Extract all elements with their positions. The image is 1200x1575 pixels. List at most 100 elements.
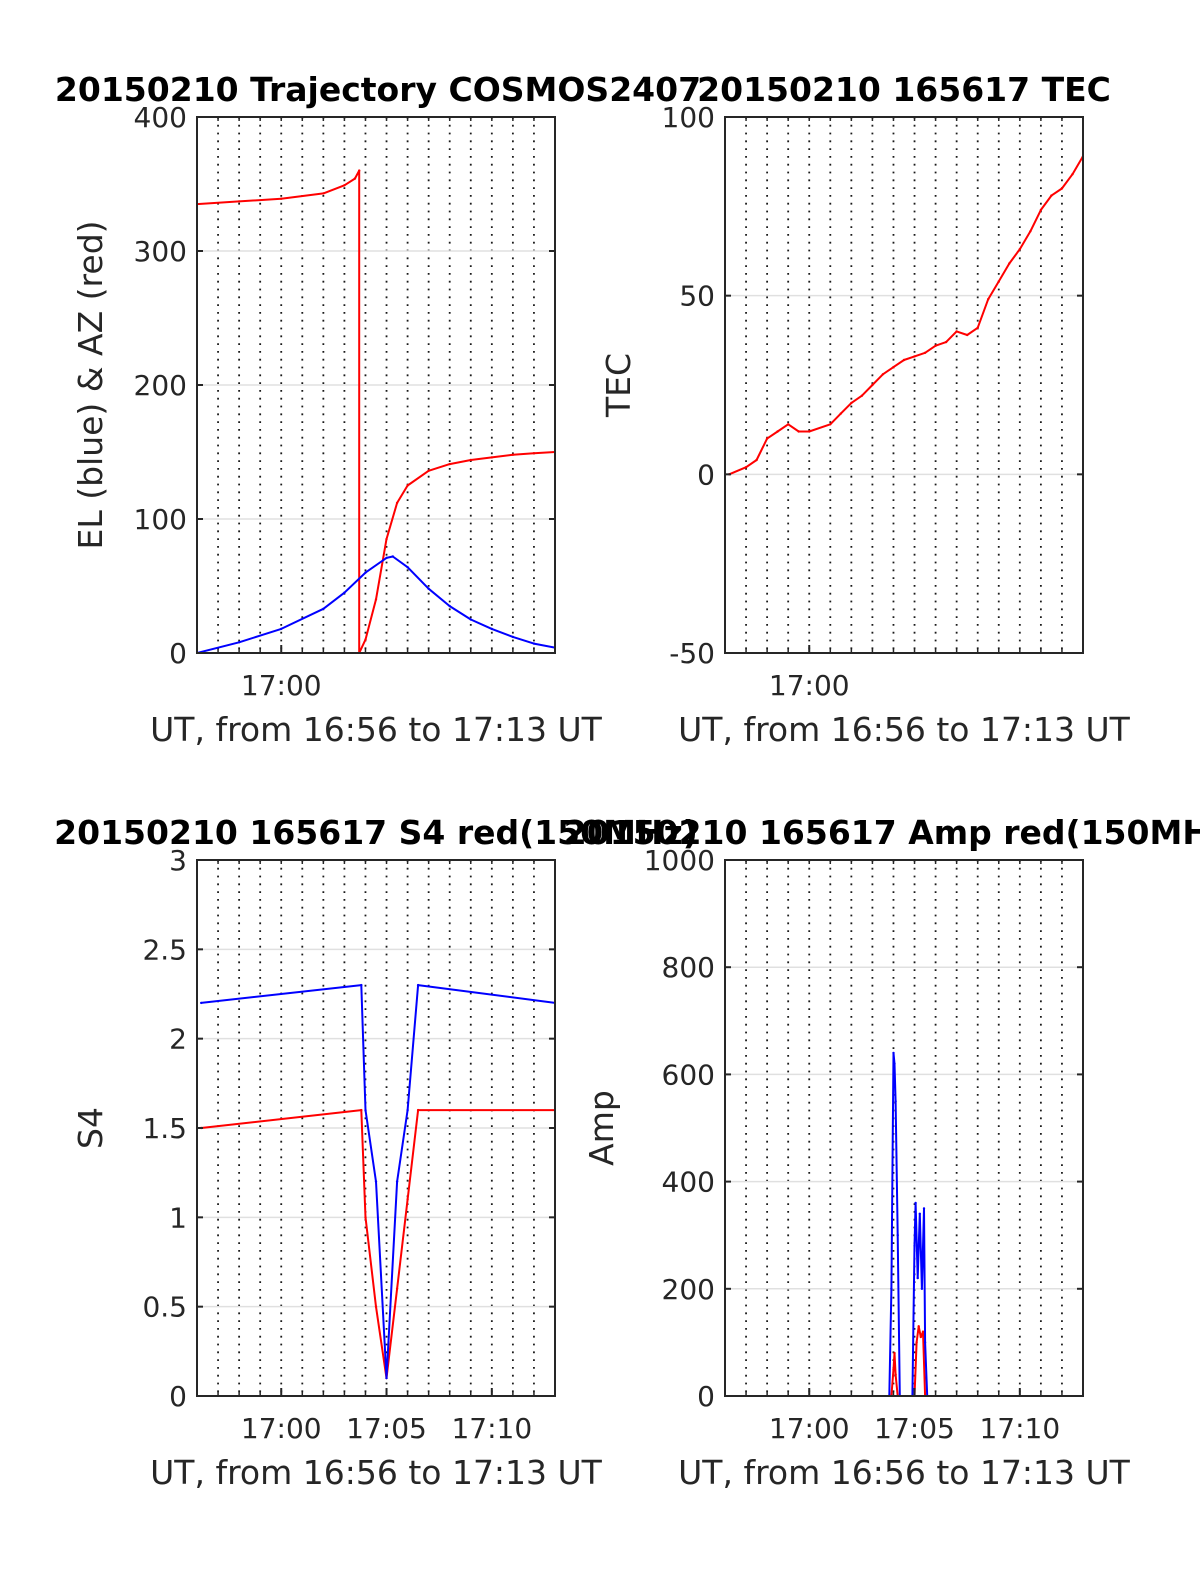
amp-title: 20150210 165617 Amp red(150MHz) — [564, 813, 1200, 852]
trajectory-data-point — [322, 607, 325, 610]
amp-data-point — [896, 1234, 899, 1237]
trajectory-data-point — [391, 555, 394, 558]
trajectory-data-point — [280, 627, 283, 631]
trajectory-series-group — [197, 169, 555, 653]
trajectory-data-point — [343, 184, 346, 187]
tec-data-point — [1018, 248, 1021, 251]
trajectory-y-axis-label: EL (blue) & AZ (red) — [71, 220, 110, 549]
tec-data-point — [1050, 194, 1053, 197]
tec-x-tick-label: 17:00 — [769, 669, 850, 702]
tec-data-point — [850, 401, 853, 405]
amp-x-tick-label: 17:05 — [874, 1412, 955, 1445]
amp-y-axis-label: Amp — [582, 1090, 621, 1166]
tec-data-point — [913, 355, 916, 358]
amp-series-line-1 — [725, 1052, 1083, 1396]
amp-x-tick-label: 17:00 — [769, 1412, 850, 1445]
amp-data-point — [893, 1351, 896, 1355]
s4-y-axis-label: S4 — [71, 1107, 110, 1149]
tec-data-point — [1029, 230, 1032, 233]
trajectory-data-point — [469, 458, 472, 462]
s4-title: 20150210 165617 S4 red(150MHz) — [54, 813, 698, 852]
tec-data-point — [860, 394, 864, 397]
s4-y-tick-label: 1.5 — [142, 1112, 187, 1145]
s4-x-axis-label: UT, from 16:56 to 17:13 UT — [150, 1453, 603, 1492]
trajectory-data-point — [237, 641, 241, 644]
s4-data-point — [416, 1108, 420, 1112]
s4-y-tick-label: 0.5 — [142, 1291, 187, 1324]
tec-data-point — [1039, 208, 1043, 212]
amp-data-point — [890, 1287, 893, 1291]
tec-x-axis-label: UT, from 16:56 to 17:13 UT — [678, 710, 1131, 749]
trajectory-data-point — [364, 571, 367, 574]
trajectory-data-point — [532, 452, 536, 455]
tec-data-point — [839, 412, 842, 415]
s4-data-point — [395, 1180, 399, 1183]
tec-title: 20150210 165617 TEC — [697, 70, 1111, 109]
trajectory-data-point — [358, 169, 361, 172]
s4-x-tick-label: 17:10 — [451, 1412, 532, 1445]
trajectory-series-line-1 — [197, 555, 555, 653]
tec-data-point — [966, 333, 969, 337]
tec-data-point — [987, 298, 990, 301]
amp-data-point — [894, 1100, 897, 1103]
trajectory-x-axis-label: UT, from 16:56 to 17:13 UT — [150, 710, 603, 749]
trajectory-x-tick-label: 17:00 — [241, 669, 322, 702]
tec-data-point — [744, 466, 748, 469]
amp-data-point — [915, 1341, 918, 1344]
trajectory-data-point — [427, 587, 430, 590]
trajectory-panel: 0 100 200 300 400 17:00 UT, from 16:56 to 17:1… — [55, 70, 701, 749]
tec-data-point — [997, 280, 1000, 283]
amp-x-axis-label: UT, from 16:56 to 17:13 UT — [678, 1453, 1131, 1492]
amp-data-point — [892, 1051, 895, 1055]
tec-data-point — [776, 430, 779, 433]
tec-data-point — [787, 423, 790, 426]
tec-data-point — [955, 330, 958, 333]
tec-data-point — [902, 358, 906, 362]
s4-y-tick-label: 3 — [169, 844, 187, 877]
amp-data-point — [923, 1341, 927, 1344]
amp-data-point — [894, 1373, 897, 1376]
s4-data-point — [406, 1198, 409, 1201]
amp-plot-area — [725, 860, 1083, 1396]
s4-data-point — [364, 1216, 367, 1219]
amp-y-tick-label: 200 — [662, 1273, 715, 1306]
tec-y-axis-label: TEC — [599, 353, 638, 418]
trajectory-data-point — [469, 618, 472, 621]
amp-data-point — [918, 1212, 921, 1216]
amp-data-point — [913, 1244, 916, 1248]
trajectory-data-point — [237, 200, 241, 203]
tec-data-point — [829, 423, 832, 426]
trajectory-data-point — [511, 635, 515, 639]
trajectory-title: 20150210 Trajectory COSMOS2407 — [55, 70, 701, 109]
s4-data-point — [416, 983, 420, 987]
trajectory-data-point — [353, 177, 357, 180]
tec-data-point — [808, 430, 811, 433]
tec-data-point — [1060, 187, 1064, 190]
s4-data-point — [374, 1305, 378, 1308]
tec-series-group — [728, 155, 1083, 476]
s4-data-point — [406, 1108, 409, 1112]
tec-axes-box — [724, 116, 1084, 654]
tec-plot-area — [725, 117, 1083, 653]
tec-y-tick-label: 100 — [662, 101, 715, 134]
trajectory-y-tick-label: 300 — [134, 235, 187, 268]
s4-y-tick-label: 2.5 — [142, 933, 187, 966]
trajectory-data-point — [448, 604, 451, 608]
tec-data-point — [923, 351, 927, 354]
tec-data-point — [944, 340, 948, 344]
amp-data-point — [919, 1335, 922, 1339]
trajectory-series-line-0 — [197, 169, 555, 653]
amp-y-tick-label: 1000 — [644, 844, 715, 877]
trajectory-data-point — [385, 556, 388, 560]
amp-y-tick-label: 600 — [662, 1058, 715, 1091]
tec-data-point — [1008, 262, 1011, 265]
tec-data-point — [892, 365, 895, 369]
trajectory-y-tick-label: 100 — [134, 503, 187, 536]
tec-panel: -50 0 50 100 17:00 UT, from 16:56 to 17:13 UT… — [599, 70, 1131, 749]
tec-data-point — [934, 344, 937, 347]
amp-data-point — [916, 1276, 919, 1280]
amp-data-point — [893, 1062, 896, 1065]
trajectory-data-point — [395, 501, 399, 505]
trajectory-data-point — [364, 638, 367, 641]
